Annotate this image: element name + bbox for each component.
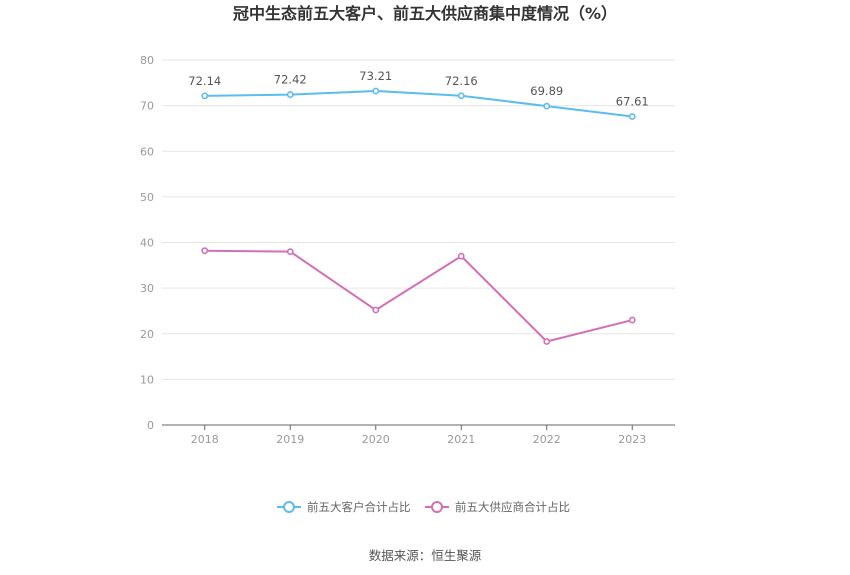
data-point[interactable] xyxy=(201,92,209,100)
data-point[interactable] xyxy=(286,248,294,256)
data-point[interactable] xyxy=(457,92,465,100)
y-tick-label: 80 xyxy=(140,54,154,67)
grid-lines xyxy=(162,59,675,380)
data-point[interactable] xyxy=(628,113,636,120)
data-label: 72.42 xyxy=(274,73,307,87)
data-point[interactable] xyxy=(372,306,380,314)
series-group: 72.14 72.42 73.21 72.16 69.89 67.61 xyxy=(188,69,649,345)
legend-item-1[interactable]: 前五大供应商合计占比 xyxy=(425,500,570,514)
data-label: 67.61 xyxy=(616,95,649,109)
x-tick-label: 2020 xyxy=(362,433,390,446)
x-tick-label: 2022 xyxy=(533,433,561,446)
legend-label: 前五大客户合计占比 xyxy=(307,500,411,514)
data-point[interactable] xyxy=(372,87,380,95)
data-label: 69.89 xyxy=(530,84,563,98)
data-label: 73.21 xyxy=(359,69,392,83)
legend-item-0[interactable]: 前五大客户合计占比 xyxy=(277,500,411,514)
y-axis: 0 10 20 30 40 50 60 70 80 xyxy=(140,54,154,432)
legend-marker xyxy=(431,501,443,513)
x-tick-label: 2019 xyxy=(276,433,304,446)
data-point[interactable] xyxy=(286,91,294,98)
y-tick-label: 70 xyxy=(140,100,154,113)
x-axis: 2018 2019 2020 2021 2022 2023 xyxy=(162,424,675,446)
chart-title: 冠中生态前五大客户、前五大供应商集中度情况（%） xyxy=(233,4,617,23)
data-point[interactable] xyxy=(201,247,209,255)
legend[interactable]: 前五大客户合计占比 前五大供应商合计占比 xyxy=(277,500,570,514)
y-tick-label: 60 xyxy=(140,145,154,158)
x-tick-label: 2021 xyxy=(447,433,475,446)
data-label: 72.14 xyxy=(188,74,221,88)
series-line-0 xyxy=(204,89,633,118)
data-point[interactable] xyxy=(543,102,551,110)
y-tick-label: 0 xyxy=(147,419,154,432)
source-note: 数据来源：恒生聚源 xyxy=(369,548,482,563)
data-label: 72.16 xyxy=(445,74,478,88)
data-point[interactable] xyxy=(628,316,636,324)
y-tick-label: 30 xyxy=(140,282,154,295)
legend-marker xyxy=(283,501,295,513)
x-tick-label: 2023 xyxy=(618,433,646,446)
y-tick-label: 20 xyxy=(140,328,154,341)
series-line-1 xyxy=(204,249,633,343)
x-tick-label: 2018 xyxy=(191,433,219,446)
y-tick-label: 40 xyxy=(140,237,154,250)
legend-label: 前五大供应商合计占比 xyxy=(455,500,570,514)
y-tick-label: 10 xyxy=(140,373,154,386)
data-point[interactable] xyxy=(543,338,551,345)
data-point[interactable] xyxy=(457,252,465,260)
y-tick-label: 50 xyxy=(140,191,154,204)
